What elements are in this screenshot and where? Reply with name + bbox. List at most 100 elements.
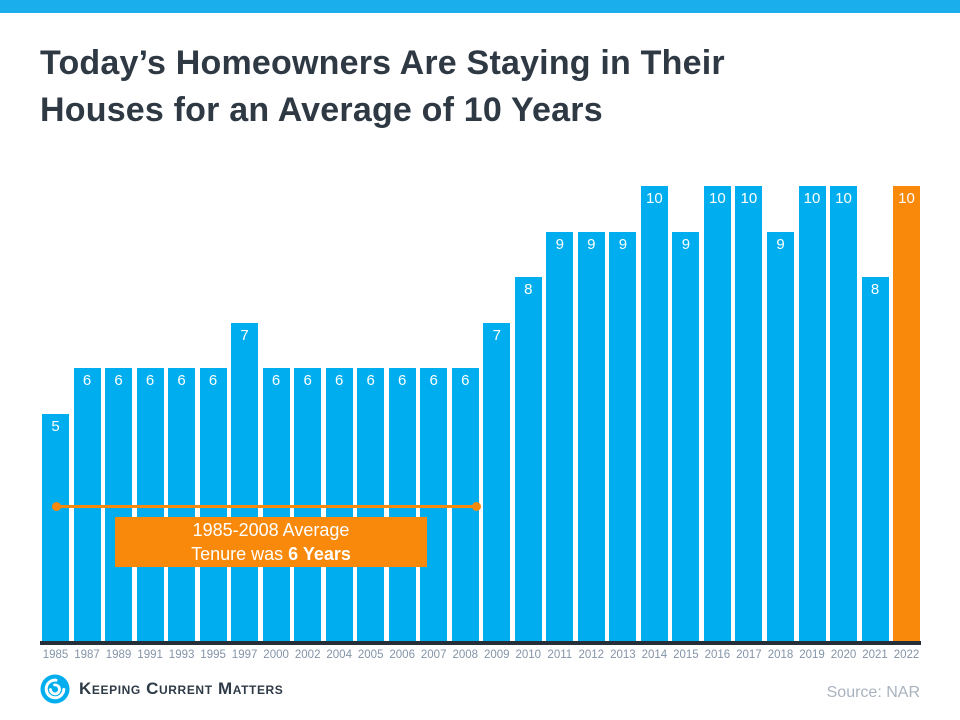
bar-2016: 10 xyxy=(703,186,731,641)
page-title: Today’s Homeowners Are Staying in Their … xyxy=(40,40,930,134)
kcm-logo: Keeping Current Matters xyxy=(40,673,283,705)
bar-value-label: 10 xyxy=(709,190,726,207)
bar-value-label: 8 xyxy=(524,281,533,298)
bar-2006: 6 xyxy=(388,368,416,641)
bar-value-label: 10 xyxy=(803,190,821,207)
bar-value-label: 9 xyxy=(618,235,628,253)
bar-1985: 5 xyxy=(42,413,69,641)
x-tick-1993: 1993 xyxy=(168,649,195,661)
bar-value-label: 10 xyxy=(646,190,663,207)
kcm-logo-text: Keeping Current Matters xyxy=(79,679,284,698)
bar-2004: 6 xyxy=(325,368,353,641)
x-tick-2016: 2016 xyxy=(704,649,731,661)
x-axis-line xyxy=(40,641,921,645)
bar-2010: 8 xyxy=(514,277,542,641)
bar-2014: 10 xyxy=(640,186,668,641)
x-tick-2004: 2004 xyxy=(326,649,352,661)
top-accent-bar xyxy=(0,0,960,13)
x-tick-2017: 2017 xyxy=(736,649,762,661)
source-credit: Source: NAR xyxy=(826,684,920,701)
x-tick-2021: 2021 xyxy=(862,649,888,661)
x-tick-1997: 1997 xyxy=(231,649,258,661)
bar-2019: 10 xyxy=(798,186,826,641)
x-tick-2000: 2000 xyxy=(263,649,289,661)
bar-value-label: 9 xyxy=(555,235,564,253)
bar-value-label: 6 xyxy=(429,372,438,389)
x-tick-2022: 2022 xyxy=(893,649,920,661)
bar-value-label: 6 xyxy=(208,372,218,389)
bar-1989: 6 xyxy=(105,368,132,641)
bar-2011: 9 xyxy=(546,231,574,641)
bar-2015: 9 xyxy=(672,231,700,641)
bar-1991: 6 xyxy=(136,368,164,641)
bar-value-label: 6 xyxy=(335,372,344,389)
annotation-line-1: 1985-2008 Average xyxy=(192,520,350,540)
average-span-line xyxy=(52,502,481,511)
bar-value-label: 6 xyxy=(114,372,123,389)
x-tick-2007: 2007 xyxy=(420,649,447,661)
bar-value-label: 8 xyxy=(870,281,880,298)
bar-value-label: 6 xyxy=(303,372,312,389)
bar-2013: 9 xyxy=(609,231,637,641)
bar-value-label: 7 xyxy=(240,326,249,344)
bar-1993: 6 xyxy=(168,368,196,641)
bar-value-label: 7 xyxy=(492,326,501,344)
annotation-line-2: Tenure was 6 Years xyxy=(191,544,351,564)
x-tick-2012: 2012 xyxy=(578,649,605,661)
bar-value-label: 6 xyxy=(82,372,92,389)
bar-value-label: 6 xyxy=(461,372,470,389)
bar-2022: 10 xyxy=(893,186,920,641)
bar-value-label: 5 xyxy=(51,417,60,435)
x-tick-2015: 2015 xyxy=(673,649,699,661)
bar-value-label: 10 xyxy=(898,190,915,207)
bar-2009: 7 xyxy=(483,322,511,641)
x-tick-2019: 2019 xyxy=(799,649,825,661)
bar-2002: 6 xyxy=(294,368,322,641)
x-tick-1995: 1995 xyxy=(200,649,226,661)
x-tick-2010: 2010 xyxy=(515,649,542,661)
bar-1995: 6 xyxy=(199,368,227,641)
bar-2017: 10 xyxy=(735,186,763,641)
x-tick-2006: 2006 xyxy=(389,649,415,661)
bar-value-label: 9 xyxy=(681,235,691,253)
x-tick-2020: 2020 xyxy=(830,649,857,661)
bar-value-label: 6 xyxy=(177,372,186,389)
bar-1987: 6 xyxy=(73,368,101,641)
x-tick-1985: 1985 xyxy=(42,649,69,661)
bar-value-label: 6 xyxy=(398,372,407,389)
x-tick-2002: 2002 xyxy=(294,649,321,661)
x-tick-2014: 2014 xyxy=(641,649,668,661)
bar-2012: 9 xyxy=(577,231,605,641)
bar-value-label: 10 xyxy=(835,190,852,207)
x-tick-2011: 2011 xyxy=(547,649,573,661)
span-end-dot xyxy=(472,502,481,511)
bar-1997: 7 xyxy=(231,322,259,641)
bar-value-label: 6 xyxy=(145,372,155,389)
bar-value-label: 9 xyxy=(587,235,596,253)
x-tick-2013: 2013 xyxy=(610,649,636,661)
x-tick-1991: 1991 xyxy=(137,649,163,661)
bar-value-label: 6 xyxy=(271,372,281,389)
x-tick-2009: 2009 xyxy=(484,649,510,661)
bar-value-label: 10 xyxy=(740,190,758,207)
bar-2007: 6 xyxy=(420,368,448,641)
page-title-line-1: Today’s Homeowners Are Staying in Their xyxy=(40,44,725,82)
kcm-swirl-icon xyxy=(40,674,70,704)
x-tick-2005: 2005 xyxy=(357,649,384,661)
x-tick-2008: 2008 xyxy=(452,649,479,661)
bar-value-label: 9 xyxy=(776,235,785,253)
average-annotation: 1985-2008 Average Tenure was 6 Years xyxy=(115,517,427,567)
bar-2000: 6 xyxy=(262,368,290,641)
bar-2018: 9 xyxy=(767,231,794,641)
bar-2021: 8 xyxy=(861,277,889,641)
x-tick-1987: 1987 xyxy=(74,649,100,661)
span-start-dot xyxy=(52,502,61,511)
x-tick-2018: 2018 xyxy=(767,649,794,661)
bar-2005: 6 xyxy=(357,368,385,641)
bar-value-label: 6 xyxy=(366,372,375,389)
bar-2020: 10 xyxy=(830,186,857,641)
page-title-line-2: Houses for an Average of 10 Years xyxy=(40,91,603,129)
x-tick-1989: 1989 xyxy=(105,649,132,661)
